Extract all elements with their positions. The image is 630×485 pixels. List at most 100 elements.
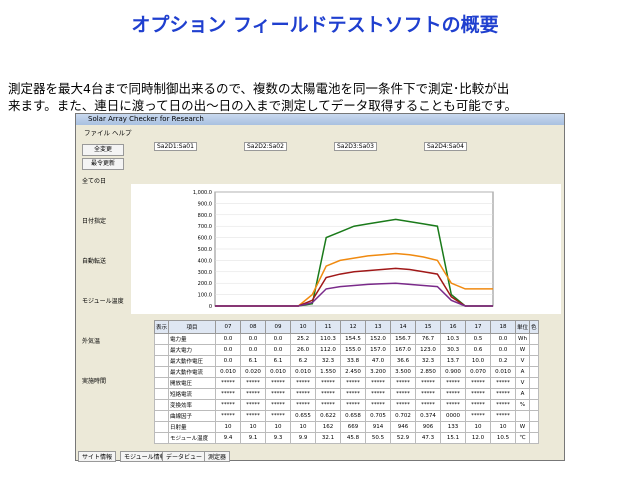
device-select[interactable]: Sa2D1:Sa01 [154, 142, 197, 151]
cell: ***** [465, 399, 492, 411]
cell: 0.6 [465, 344, 492, 356]
cell: 0.0 [265, 333, 292, 345]
cell [153, 344, 170, 356]
y-tick-label: 700.0 [198, 224, 212, 230]
cell: W [515, 421, 531, 433]
menu-item[interactable]: ファイル [84, 129, 110, 137]
cell: 32.1 [315, 432, 342, 444]
cell: 0.070 [465, 366, 492, 378]
option[interactable]: 自動転送 [82, 258, 107, 265]
cell [153, 333, 170, 345]
cell: 906 [415, 421, 442, 433]
tab[interactable]: サイト情報 [78, 451, 117, 462]
cell: 最大電力 [168, 344, 217, 356]
option[interactable]: モジュール温度 [82, 298, 124, 305]
cell: 110.3 [315, 333, 342, 345]
column-header: 07 [215, 320, 242, 334]
cell: ***** [440, 388, 467, 400]
cell: ***** [365, 388, 392, 400]
cell: ***** [240, 388, 267, 400]
cell: 0.010 [490, 366, 517, 378]
tab[interactable]: 測定器 [204, 451, 231, 462]
data-table: 表示 項目 07 08 09 10 11 12 13 14 15 16 17 18 単位色電力量 0.0 0.0… [153, 320, 539, 444]
cell [153, 355, 170, 367]
column-header: 09 [265, 320, 292, 334]
cell: ***** [390, 399, 417, 411]
column-header: 18 [490, 320, 517, 334]
cell: ***** [465, 377, 492, 389]
cell [153, 399, 170, 411]
option[interactable]: 日付指定 [82, 218, 107, 225]
y-tick-label: 100.0 [198, 293, 212, 299]
cell: 669 [340, 421, 367, 433]
option[interactable]: 全ての日 [82, 178, 107, 185]
table-row: 最大動作電圧 0.0 6.1 6.1 6.2 32.3 33.8 47.0 36.6 32.3 13… [153, 355, 539, 367]
cell: 1.550 [315, 366, 342, 378]
cell: 0.658 [340, 410, 367, 422]
cell: ***** [390, 377, 417, 389]
cell: 914 [365, 421, 392, 433]
cell: ***** [240, 399, 267, 411]
cell: 13.7 [440, 355, 467, 367]
cell: 3.500 [390, 366, 417, 378]
cell: 152.0 [365, 333, 392, 345]
y-tick-label: 900.0 [198, 201, 212, 207]
table-row: 最大電力 0.0 0.0 0.0 26.0 112.0 155.0 157.0 167.0 123… [153, 344, 539, 356]
cell: 0.0 [240, 344, 267, 356]
cell: 50.5 [365, 432, 392, 444]
device-select[interactable]: Sa2D4:Sa04 [424, 142, 467, 151]
cell: ***** [265, 388, 292, 400]
cell: 32.3 [315, 355, 342, 367]
cell: ***** [340, 377, 367, 389]
cell: 10.0 [465, 355, 492, 367]
cell: ***** [290, 388, 317, 400]
cell: ***** [465, 388, 492, 400]
cell: ***** [315, 377, 342, 389]
cell [153, 410, 170, 422]
cell [515, 410, 531, 422]
column-header: 11 [315, 320, 342, 334]
table-row: モジュール温度 9.4 9.1 9.3 9.9 32.1 45.8 50.5 52.9 47.3 1… [153, 432, 539, 444]
button[interactable]: 最令更新 [82, 158, 124, 170]
cell: ***** [465, 410, 492, 422]
cell [153, 421, 170, 433]
cell [529, 432, 539, 444]
device-select[interactable]: Sa2D3:Sa03 [334, 142, 377, 151]
cell: ***** [215, 399, 242, 411]
cell: 開放電圧 [168, 377, 217, 389]
cell: ***** [440, 377, 467, 389]
menu-item[interactable]: ヘルプ [112, 129, 132, 137]
cell: 0.5 [465, 333, 492, 345]
cell [529, 421, 539, 433]
cell: ***** [240, 377, 267, 389]
cell: 123.0 [415, 344, 442, 356]
cell: 30.3 [440, 344, 467, 356]
cell: 47.0 [365, 355, 392, 367]
cell: 45.8 [340, 432, 367, 444]
cell [529, 410, 539, 422]
cell: 10 [240, 421, 267, 433]
column-header: 色 [529, 320, 539, 334]
button[interactable]: 全変更 [82, 144, 124, 156]
tab[interactable]: データビュー [162, 451, 207, 462]
column-header: 15 [415, 320, 442, 334]
option[interactable]: 外気温 [82, 338, 101, 345]
cell: 3.200 [365, 366, 392, 378]
cell [529, 399, 539, 411]
table-row: 曲線因子 ***** ***** ***** 0.655 0.622 0.658 0.705 0… [153, 410, 539, 422]
app-window: Solar Array Checker for Research ファイル ヘル… [75, 113, 565, 462]
device-select[interactable]: Sa2D2:Sa02 [244, 142, 287, 151]
y-tick-label: 300.0 [198, 270, 212, 276]
plot: 0 100.0 200.0 300.0 400.0 500.0 600.0 700.0 800.… [131, 184, 561, 314]
cell: ***** [340, 399, 367, 411]
cell: 0.010 [290, 366, 317, 378]
cell: ***** [290, 399, 317, 411]
cell: 10.5 [490, 432, 517, 444]
option[interactable]: 実施時間 [82, 378, 107, 385]
cell: ***** [440, 399, 467, 411]
table-area: 表示 項目 07 08 09 10 11 12 13 14 15 16 17 18 単位色電力量 0.0 0.0… [153, 320, 539, 444]
cell: 日射量 [168, 421, 217, 433]
cell [153, 388, 170, 400]
cell [153, 366, 170, 378]
cell: ℃ [515, 432, 531, 444]
